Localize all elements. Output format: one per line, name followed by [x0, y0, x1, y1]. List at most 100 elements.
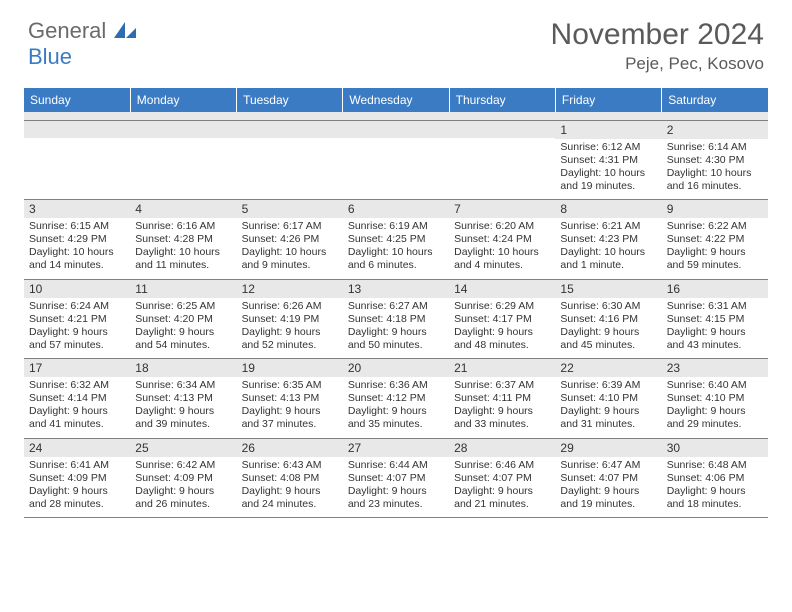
- day-data: Sunrise: 6:30 AMSunset: 4:16 PMDaylight:…: [555, 298, 661, 359]
- day-line: Sunrise: 6:43 AM: [242, 459, 338, 472]
- day-line: Sunrise: 6:26 AM: [242, 300, 338, 313]
- day-line: Daylight: 9 hours and 19 minutes.: [560, 485, 656, 511]
- day-number: 20: [343, 359, 449, 377]
- day-number: 18: [130, 359, 236, 377]
- sail-icon: [114, 22, 136, 38]
- day-line: Daylight: 9 hours and 37 minutes.: [242, 405, 338, 431]
- day-number: 6: [343, 200, 449, 218]
- day-line: Sunrise: 6:22 AM: [667, 220, 763, 233]
- calendar-week: 10Sunrise: 6:24 AMSunset: 4:21 PMDayligh…: [24, 279, 768, 359]
- day-header: Sunday: [24, 88, 130, 112]
- day-data: [130, 138, 236, 198]
- calendar-cell: 7Sunrise: 6:20 AMSunset: 4:24 PMDaylight…: [449, 200, 555, 280]
- day-data: Sunrise: 6:41 AMSunset: 4:09 PMDaylight:…: [24, 457, 130, 518]
- calendar-cell: 13Sunrise: 6:27 AMSunset: 4:18 PMDayligh…: [343, 279, 449, 359]
- calendar-cell: 20Sunrise: 6:36 AMSunset: 4:12 PMDayligh…: [343, 359, 449, 439]
- day-line: Daylight: 9 hours and 43 minutes.: [667, 326, 763, 352]
- day-data: [449, 138, 555, 198]
- day-header: Wednesday: [343, 88, 449, 112]
- day-number: 17: [24, 359, 130, 377]
- day-line: Sunset: 4:13 PM: [135, 392, 231, 405]
- day-line: Daylight: 9 hours and 45 minutes.: [560, 326, 656, 352]
- calendar-cell: 24Sunrise: 6:41 AMSunset: 4:09 PMDayligh…: [24, 438, 130, 518]
- day-data: Sunrise: 6:16 AMSunset: 4:28 PMDaylight:…: [130, 218, 236, 279]
- calendar-cell: [343, 120, 449, 200]
- day-line: Sunrise: 6:40 AM: [667, 379, 763, 392]
- day-data: [343, 138, 449, 198]
- day-line: Sunset: 4:18 PM: [348, 313, 444, 326]
- day-line: Daylight: 10 hours and 11 minutes.: [135, 246, 231, 272]
- day-number: 2: [662, 121, 768, 139]
- day-data: Sunrise: 6:37 AMSunset: 4:11 PMDaylight:…: [449, 377, 555, 438]
- day-line: Sunset: 4:08 PM: [242, 472, 338, 485]
- calendar-cell: 19Sunrise: 6:35 AMSunset: 4:13 PMDayligh…: [237, 359, 343, 439]
- calendar-week: 1Sunrise: 6:12 AMSunset: 4:31 PMDaylight…: [24, 120, 768, 200]
- day-line: Sunrise: 6:29 AM: [454, 300, 550, 313]
- day-data: Sunrise: 6:40 AMSunset: 4:10 PMDaylight:…: [662, 377, 768, 438]
- calendar-cell: 3Sunrise: 6:15 AMSunset: 4:29 PMDaylight…: [24, 200, 130, 280]
- day-number: 3: [24, 200, 130, 218]
- day-line: Sunrise: 6:27 AM: [348, 300, 444, 313]
- page-title: November 2024: [551, 18, 764, 52]
- day-number: 7: [449, 200, 555, 218]
- day-header-row: SundayMondayTuesdayWednesdayThursdayFrid…: [24, 88, 768, 112]
- calendar-cell: [24, 120, 130, 200]
- calendar-cell: 1Sunrise: 6:12 AMSunset: 4:31 PMDaylight…: [555, 120, 661, 200]
- day-line: Daylight: 10 hours and 19 minutes.: [560, 167, 656, 193]
- day-line: Daylight: 9 hours and 24 minutes.: [242, 485, 338, 511]
- day-data: Sunrise: 6:34 AMSunset: 4:13 PMDaylight:…: [130, 377, 236, 438]
- day-line: Sunrise: 6:20 AM: [454, 220, 550, 233]
- day-data: Sunrise: 6:43 AMSunset: 4:08 PMDaylight:…: [237, 457, 343, 518]
- calendar-cell: [449, 120, 555, 200]
- day-line: Daylight: 9 hours and 41 minutes.: [29, 405, 125, 431]
- day-line: Daylight: 10 hours and 9 minutes.: [242, 246, 338, 272]
- day-data: [237, 138, 343, 198]
- logo-word1: General: [28, 18, 106, 43]
- day-data: Sunrise: 6:12 AMSunset: 4:31 PMDaylight:…: [555, 139, 661, 200]
- calendar-cell: 4Sunrise: 6:16 AMSunset: 4:28 PMDaylight…: [130, 200, 236, 280]
- day-number: 4: [130, 200, 236, 218]
- day-line: Daylight: 10 hours and 1 minute.: [560, 246, 656, 272]
- day-line: Sunset: 4:10 PM: [667, 392, 763, 405]
- day-line: Sunrise: 6:36 AM: [348, 379, 444, 392]
- day-line: Sunset: 4:11 PM: [454, 392, 550, 405]
- day-line: Daylight: 10 hours and 4 minutes.: [454, 246, 550, 272]
- day-line: Sunset: 4:10 PM: [560, 392, 656, 405]
- day-header: Saturday: [662, 88, 768, 112]
- day-line: Sunrise: 6:46 AM: [454, 459, 550, 472]
- calendar-cell: 12Sunrise: 6:26 AMSunset: 4:19 PMDayligh…: [237, 279, 343, 359]
- day-line: Daylight: 9 hours and 26 minutes.: [135, 485, 231, 511]
- day-line: Sunrise: 6:19 AM: [348, 220, 444, 233]
- day-data: Sunrise: 6:14 AMSunset: 4:30 PMDaylight:…: [662, 139, 768, 200]
- calendar-cell: 16Sunrise: 6:31 AMSunset: 4:15 PMDayligh…: [662, 279, 768, 359]
- day-data: Sunrise: 6:29 AMSunset: 4:17 PMDaylight:…: [449, 298, 555, 359]
- day-line: Sunrise: 6:24 AM: [29, 300, 125, 313]
- calendar-cell: 8Sunrise: 6:21 AMSunset: 4:23 PMDaylight…: [555, 200, 661, 280]
- day-line: Daylight: 9 hours and 23 minutes.: [348, 485, 444, 511]
- day-line: Sunset: 4:15 PM: [667, 313, 763, 326]
- calendar-cell: 15Sunrise: 6:30 AMSunset: 4:16 PMDayligh…: [555, 279, 661, 359]
- day-header: Monday: [130, 88, 236, 112]
- day-data: Sunrise: 6:46 AMSunset: 4:07 PMDaylight:…: [449, 457, 555, 518]
- day-line: Sunset: 4:20 PM: [135, 313, 231, 326]
- day-line: Sunset: 4:17 PM: [454, 313, 550, 326]
- day-line: Daylight: 9 hours and 59 minutes.: [667, 246, 763, 272]
- day-number: 13: [343, 280, 449, 298]
- day-line: Sunset: 4:07 PM: [348, 472, 444, 485]
- day-line: Sunset: 4:12 PM: [348, 392, 444, 405]
- day-line: Daylight: 9 hours and 33 minutes.: [454, 405, 550, 431]
- day-number: 19: [237, 359, 343, 377]
- day-line: Sunset: 4:28 PM: [135, 233, 231, 246]
- day-data: Sunrise: 6:15 AMSunset: 4:29 PMDaylight:…: [24, 218, 130, 279]
- day-data: Sunrise: 6:17 AMSunset: 4:26 PMDaylight:…: [237, 218, 343, 279]
- day-header: Friday: [555, 88, 661, 112]
- calendar-cell: 10Sunrise: 6:24 AMSunset: 4:21 PMDayligh…: [24, 279, 130, 359]
- day-data: Sunrise: 6:48 AMSunset: 4:06 PMDaylight:…: [662, 457, 768, 518]
- calendar-cell: 22Sunrise: 6:39 AMSunset: 4:10 PMDayligh…: [555, 359, 661, 439]
- day-line: Sunrise: 6:39 AM: [560, 379, 656, 392]
- day-line: Sunset: 4:14 PM: [29, 392, 125, 405]
- day-data: [24, 138, 130, 198]
- day-line: Sunset: 4:13 PM: [242, 392, 338, 405]
- day-number: 23: [662, 359, 768, 377]
- day-number: 11: [130, 280, 236, 298]
